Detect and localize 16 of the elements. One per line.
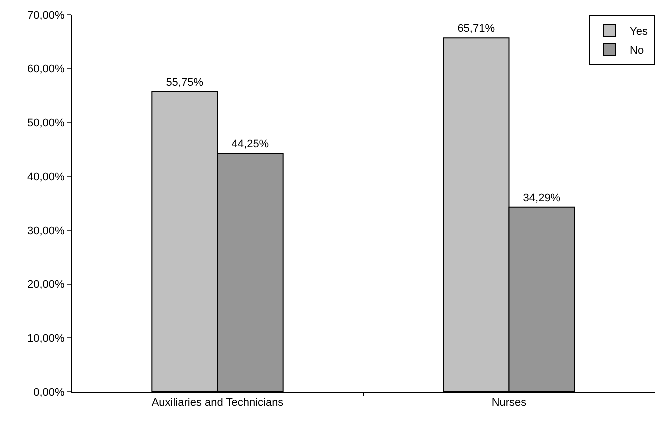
x-tick-label: Nurses: [492, 397, 528, 410]
data-label: 34,29%: [523, 192, 561, 204]
y-tick-label: 20,00%: [27, 279, 66, 292]
data-label: 55,75%: [166, 76, 204, 89]
y-tick-label: 70,00%: [27, 10, 66, 22]
data-label: 65,71%: [458, 23, 496, 36]
data-label: 44,25%: [232, 138, 270, 151]
y-tick-label: 50,00%: [27, 118, 66, 130]
legend-label: Yes: [630, 26, 648, 38]
y-tick-label: 0,00%: [34, 386, 66, 399]
y-tick-label: 10,00%: [27, 332, 66, 345]
y-tick-label: 40,00%: [27, 171, 66, 184]
y-tick-label: 30,00%: [27, 225, 66, 238]
legend-label: No: [630, 44, 644, 57]
y-tick-label: 60,00%: [27, 64, 66, 76]
x-tick-label: Auxiliaries and Technicians: [152, 397, 284, 410]
